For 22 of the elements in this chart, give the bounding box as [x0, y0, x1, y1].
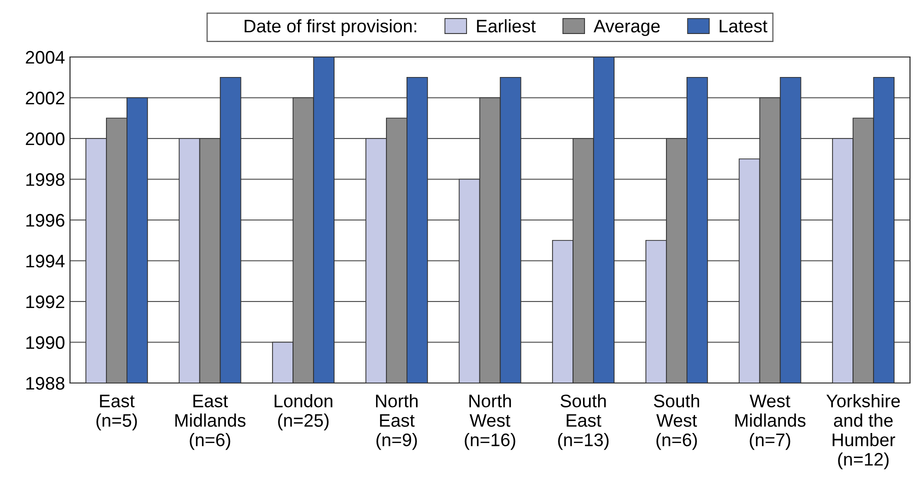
- legend-label: Latest: [720, 20, 768, 32]
- y-tick-label: 2000: [26, 132, 64, 146]
- x-tick-label: East (n=5): [96, 394, 137, 430]
- y-tick-label: 2002: [26, 92, 64, 104]
- y-tick-label: 1998: [26, 173, 64, 186]
- legend-title: Date of first provision:: [244, 19, 416, 36]
- y-tick-label: 1988: [26, 376, 64, 390]
- y-tick-label: 2004: [26, 50, 65, 64]
- x-tick-label: North West (n=16): [464, 394, 516, 450]
- x-tick-label: West Midlands (n=7): [735, 394, 806, 450]
- legend-label: Average: [594, 20, 660, 36]
- x-tick-label: Yorkshire and the Humber (n=12): [826, 394, 900, 470]
- x-tick-label: East Midlands (n=6): [175, 394, 246, 450]
- legend-label: Earliest: [477, 19, 536, 32]
- x-tick-label: London (n=25): [274, 394, 332, 430]
- y-tick-label: 1992: [26, 295, 64, 308]
- x-tick-label: North East (n=9): [376, 394, 418, 450]
- x-tick-label: South West (n=6): [654, 394, 700, 450]
- y-tick-label: 1996: [26, 214, 64, 227]
- y-tick-label: 1990: [26, 336, 64, 349]
- y-tick-label: 1994: [26, 254, 65, 268]
- x-tick-label: South East (n=13): [558, 394, 609, 450]
